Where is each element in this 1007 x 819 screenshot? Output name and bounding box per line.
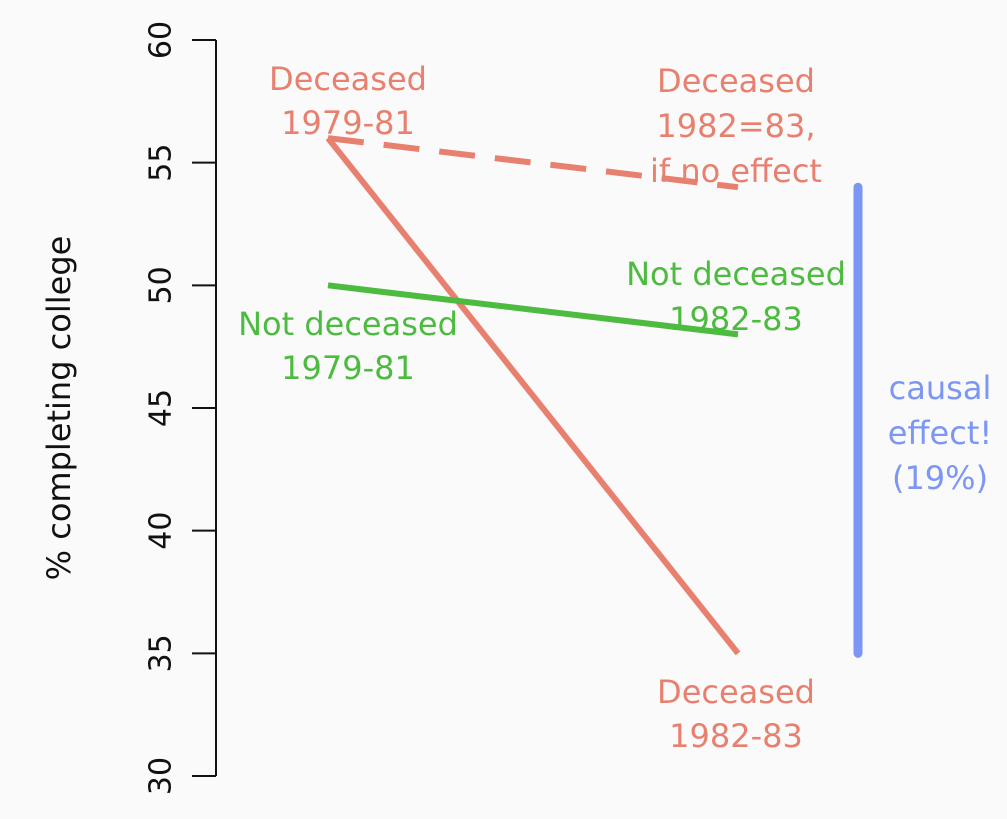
y-tick-label-35: 35: [144, 634, 179, 672]
y-tick-label-45: 45: [144, 389, 179, 427]
annotation-deceased-1979-line-1: 1979-81: [281, 104, 415, 142]
y-axis-title: % completing college: [40, 236, 78, 581]
annotation-deceased-no-effect-line-1: 1982=83,: [656, 107, 815, 145]
y-ticks: 30 35 40 45 50 55 60: [144, 21, 216, 795]
y-tick-label-30: 30: [144, 757, 179, 795]
y-tick-label-60: 60: [144, 21, 179, 59]
annotation-causal-effect-line-2: (19%): [892, 459, 988, 497]
annotation-not-deceased-1979-line-0: Not deceased: [238, 305, 458, 343]
series-lines: [325, 135, 741, 656]
series-line-1: [327, 135, 739, 191]
annotation-not-deceased-1979-line-1: 1979-81: [281, 349, 415, 387]
annotation-deceased-no-effect-line-2: if no effect: [650, 152, 822, 190]
y-tick-label-55: 55: [144, 144, 179, 182]
annotation-deceased-no-effect-line-0: Deceased: [657, 62, 815, 100]
series-line-2: [327, 282, 739, 338]
annotation-not-deceased-1982-line-0: Not deceased: [626, 255, 846, 293]
annotation-causal-effect-line-0: causal: [889, 369, 992, 407]
annotations: Deceased 1979-81 Deceased 1982=83, if no eff…: [238, 60, 992, 755]
y-tick-label-50: 50: [144, 266, 179, 304]
annotation-not-deceased-1982-line-1: 1982-83: [669, 300, 803, 338]
series-line-0: [325, 136, 741, 656]
annotation-deceased-1982-line-1: 1982-83: [669, 717, 803, 755]
annotation-deceased-1979-line-0: Deceased: [269, 60, 427, 98]
y-tick-label-40: 40: [144, 512, 179, 550]
annotation-deceased-1982-line-0: Deceased: [657, 673, 815, 711]
annotation-causal-effect-line-1: effect!: [888, 414, 992, 452]
